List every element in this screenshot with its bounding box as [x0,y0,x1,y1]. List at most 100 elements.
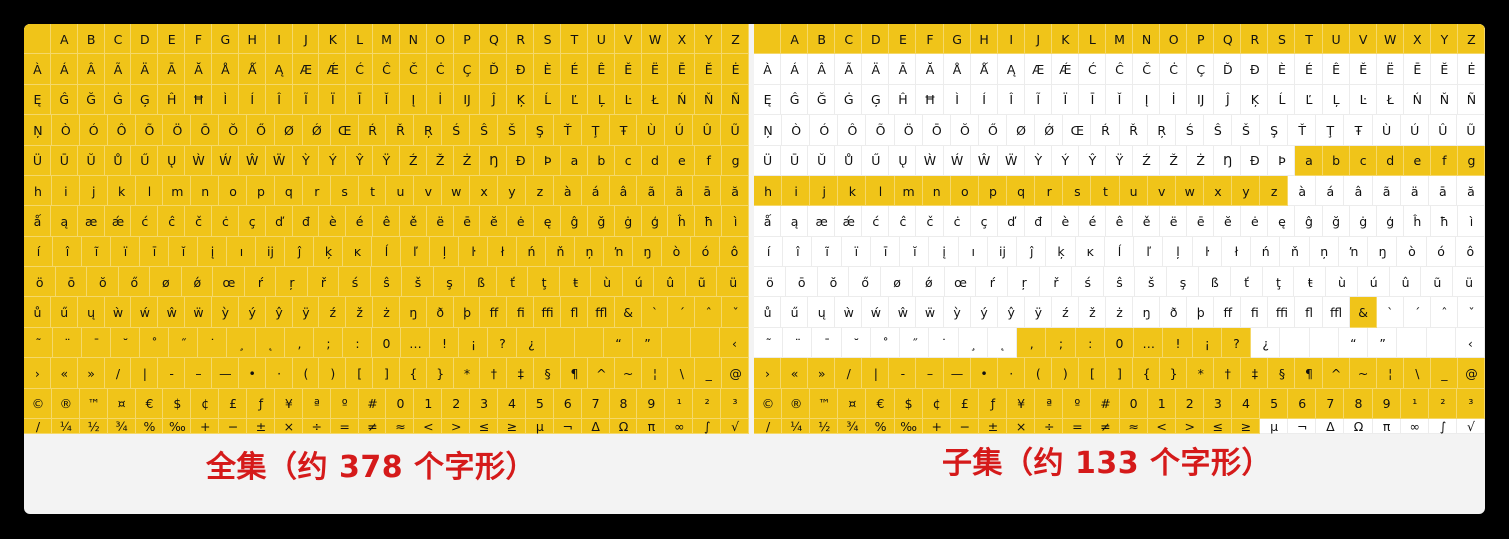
full-set-glyph-cell: S [534,24,562,55]
subset-glyph-cell: ± [978,418,1008,434]
subset-glyph-cell: ò [1397,237,1426,267]
subset-glyph-cell: â [1344,176,1372,206]
full-set-glyph-cell: ż [373,297,400,328]
subset-glyph-cell: Ã [835,54,862,84]
subset-glyph-cell: Ĕ [1431,54,1458,84]
subset-glyph-cell: Þ [1268,146,1295,176]
full-set-glyph-cell: ¡ [459,327,488,359]
subset-glyph-cell: ć [862,206,889,236]
full-set-glyph-cell: Ž [426,145,454,176]
full-set-glyph-cell: Ś [442,115,471,146]
full-set-glyph-cell: Ó [79,115,108,146]
subset-glyph-cell: Ń [1404,85,1431,115]
subset-glyph-cell: Ô [838,115,866,145]
subset-row: ů ű ų ẁ ẃ ŵ ẅ ỳ ý ŷ ÿ ź ž ż ŋ ð þ ff fi ffi fl ffl & ` ´ ˆ ˇ [754,297,1485,328]
full-set-glyph-cell: ü [717,267,749,298]
subset-glyph-cell: Ū [781,146,808,176]
subset-glyph-cell: È [1268,54,1295,84]
subset-glyph-cell: _ [1430,358,1458,389]
full-set-glyph-cell: ≥ [498,418,526,434]
subset-glyph-cell: > [1175,418,1204,434]
subset-glyph-cell: ħ [1431,206,1458,236]
subset-glyph-cell: ø [881,267,913,297]
full-set-glyph-cell: O [426,24,454,55]
subset-glyph-cell: ˜ [754,328,783,358]
full-set-glyph-cell: Δ [581,418,610,434]
subset-glyph-cell: Ő [979,115,1007,145]
full-set-glyph-cell: Ł [641,84,669,116]
subset-glyph-cell: Ä [862,54,889,84]
subset-glyph-cell: ô [1456,237,1485,267]
full-set-glyph-cell: Ŕ [358,115,387,146]
subset-glyph-cell: Ŷ [1079,146,1106,176]
subset-glyph-cell: – [916,358,944,389]
full-set-glyph-cell: Ŗ [414,115,443,146]
full-set-glyph-cell: Ù [637,115,666,146]
full-set-glyph-cell: Í [238,84,266,116]
subset-glyph-cell: e [1403,145,1431,176]
subset-glyph-cell [1310,328,1339,358]
full-set-glyph-cell: ŋ [399,297,427,328]
subset-glyph-cell: ì [1458,206,1485,236]
full-set-glyph-cell: Ĉ [373,54,400,85]
full-set-glyph-cell: æ [77,206,105,237]
subset-glyph-cell: ģ [1377,206,1404,236]
subset-glyph-cell: ¶ [1295,358,1323,389]
subset-glyph-cell: › [754,358,782,389]
subset-glyph-cell: A [781,24,809,55]
subset-glyph-cell: Æ [1025,54,1052,84]
full-set-glyph-cell: é [346,206,374,237]
full-set-glyph-cell: · [265,358,293,389]
full-set-glyph-cell: ; [314,327,343,359]
subset-glyph-cell: š [1135,267,1167,297]
full-set-glyph-cell: Ā [158,54,186,85]
subset-glyph-cell: Ω [1344,419,1372,434]
full-set-glyph-cell: ‰ [163,418,192,434]
full-set-glyph-cell: Á [50,54,78,85]
subset-glyph-cell: Ü [754,146,781,176]
subset-glyph-cell: ǿ [913,267,945,297]
subset-glyph-cell: ŀ [1193,237,1222,267]
full-set-glyph-cell: ˚ [140,327,169,359]
subset-glyph-cell: h [754,175,783,207]
full-set-glyph-cell: û [654,267,686,298]
subset-glyph-cell: Ú [1401,115,1429,145]
subset-glyph-cell: ‰ [894,418,923,434]
subset-glyph-cell: Ẅ [998,146,1025,176]
subset-glyph-cell: ŵ [889,297,916,327]
full-set-glyph-cell: ˆ [695,297,723,328]
full-set-glyph-cell: Ņ [24,115,52,146]
subset-glyph-cell: l [866,175,895,207]
full-set-glyph-cell: ļ [430,236,459,268]
subset-glyph-cell: İ [1160,85,1187,115]
full-set-glyph-cell: ś [339,267,371,298]
subset-glyph-cell: = [1063,418,1092,434]
subset-glyph-cell: » [808,358,836,389]
full-set-glyph-cell: í [24,236,53,268]
subset-glyph-cell: ∫ [1429,419,1457,434]
full-set-glyph-cell: ǻ [24,206,51,237]
full-set-glyph-cell: ĥ [668,206,696,237]
full-set-glyph-cell: Ō [191,115,220,146]
subset-glyph-cell: Ų [889,146,916,176]
subset-glyph-cell: ˚ [871,328,900,358]
full-set-glyph-cell: o [219,175,248,207]
subset-glyph-cell: ¯ [812,328,841,358]
full-set-glyph-cell: ) [319,358,347,389]
full-set-glyph-cell: Ş [525,115,554,146]
full-set-glyph-cell: Ü [24,145,51,176]
full-set-glyph-cell: Ŧ [609,115,638,146]
full-set-glyph-cell: # [358,388,387,419]
full-set-glyph-cell: > [442,418,471,434]
subset-glyph-cell: U [1322,24,1350,55]
subset-glyph-cell: ľ [1134,237,1163,267]
subset-glyph-cell: đ [1025,206,1052,236]
subset-glyph-cell: ½ [810,418,839,434]
subset-glyph-cell: ś [1072,267,1104,297]
full-set-glyph-cell: à [553,175,582,207]
full-set-glyph-cell: fl [561,297,588,328]
subset-glyph-cell: t [1091,175,1120,207]
full-set-glyph-cell: Ũ [721,115,749,146]
